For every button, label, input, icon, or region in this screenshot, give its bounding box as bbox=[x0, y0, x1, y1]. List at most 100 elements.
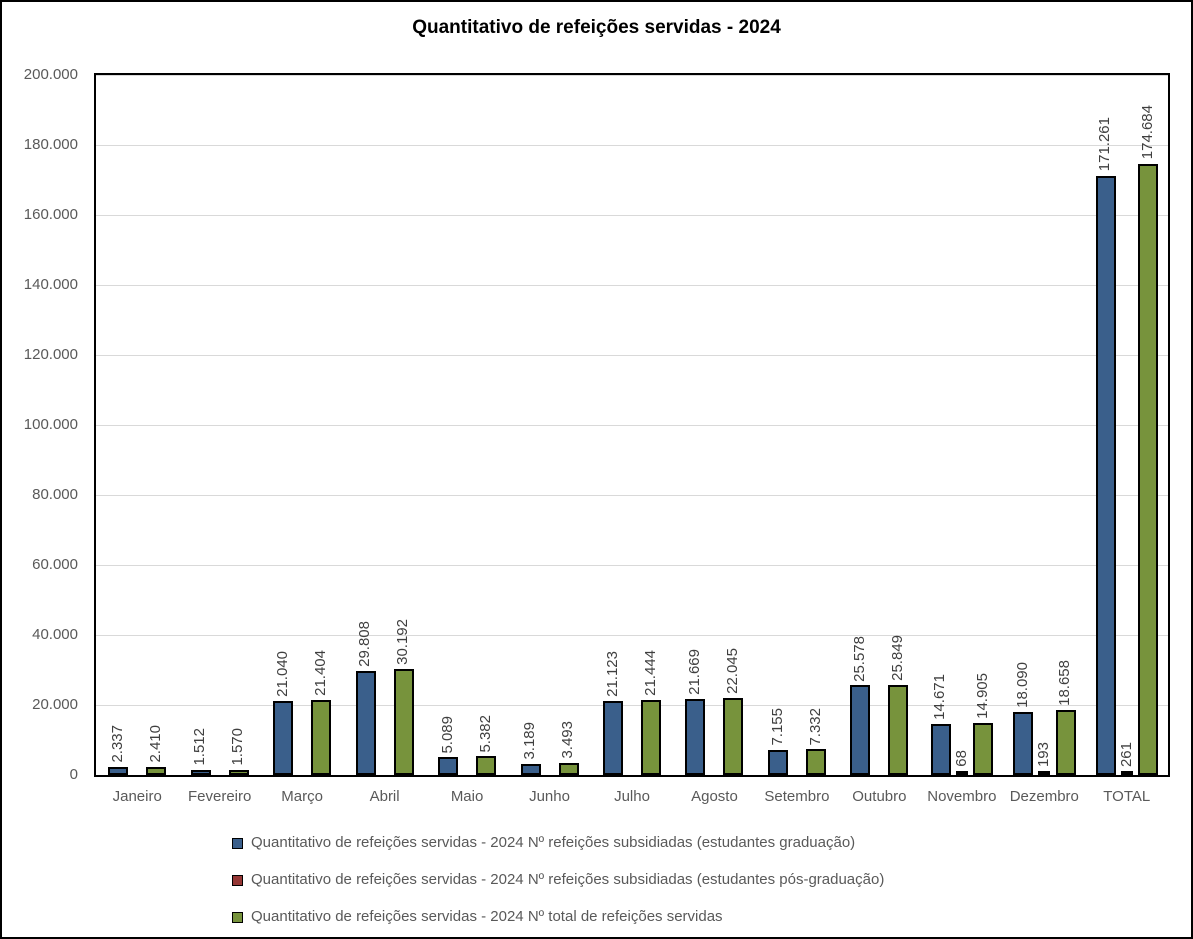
gridline bbox=[96, 635, 1168, 636]
bar-wrap: 1.512 bbox=[190, 728, 211, 775]
bar-wrap: 3.189 bbox=[520, 722, 541, 775]
bar-wrap: 3.493 bbox=[558, 721, 579, 775]
bar-value-label: 5.382 bbox=[476, 714, 494, 753]
legend-swatch-total-icon bbox=[232, 911, 243, 923]
bar-wrap: 2.337 bbox=[108, 725, 129, 775]
bar-wrap: 18.090 bbox=[1013, 662, 1034, 775]
bar-graduacao-outubro bbox=[850, 685, 871, 775]
y-axis-labels: 0 20.000 40.000 60.000 80.000 100.000 120.000 1… bbox=[2, 66, 84, 783]
legend-item-graduacao: Quantitativo de refeições servidas - 202… bbox=[232, 833, 884, 853]
bar-total-julho bbox=[640, 699, 661, 775]
x-axis-label: Abril bbox=[369, 788, 400, 805]
bar-wrap: 22.045 bbox=[723, 648, 744, 775]
bar-value-label: 2.337 bbox=[108, 725, 126, 763]
legend-label-graduacao: Quantitativo de refeições servidas - 202… bbox=[251, 834, 856, 851]
bar-value-label: 193 bbox=[1035, 741, 1053, 767]
bar-total-abril bbox=[393, 669, 414, 775]
gridline bbox=[96, 425, 1168, 426]
bar-wrap: 18.658 bbox=[1055, 659, 1076, 775]
gridline bbox=[96, 215, 1168, 216]
legend-item-total: Quantitativo de refeições servidas - 202… bbox=[232, 907, 884, 927]
bar-wrap: 30.192 bbox=[393, 619, 414, 775]
bar-total-março bbox=[311, 700, 332, 775]
bar-wrap: 21.669 bbox=[685, 649, 706, 775]
chart-title: Quantitativo de refeições servidas - 202… bbox=[412, 17, 781, 38]
bar-wrap: 68 bbox=[952, 750, 971, 775]
bar-graduacao-agosto bbox=[685, 699, 706, 775]
y-tick-label: 0 bbox=[69, 766, 78, 783]
bar-wrap: 14.671 bbox=[930, 673, 951, 775]
bar-wrap: 2.410 bbox=[146, 725, 167, 775]
bar-graduacao-dezembro bbox=[1013, 711, 1034, 775]
bar-total-novembro bbox=[973, 722, 994, 775]
bar-value-label: 3.189 bbox=[521, 722, 539, 760]
y-tick-label: 140.000 bbox=[23, 276, 78, 293]
gridline bbox=[96, 495, 1168, 496]
bar-wrap: 193 bbox=[1035, 741, 1053, 775]
bar-pos-graduacao-novembro bbox=[955, 771, 968, 775]
bar-total-fevereiro bbox=[228, 769, 249, 775]
x-axis-label: Agosto bbox=[691, 788, 738, 805]
bar-value-label: 21.123 bbox=[603, 651, 621, 698]
legend: Quantitativo de refeições servidas - 202… bbox=[232, 833, 884, 927]
bar-group-total: 171.261 261 174.684 bbox=[1086, 75, 1168, 775]
bar-value-label: 18.658 bbox=[1056, 659, 1074, 706]
x-axis-label: Fevereiro bbox=[188, 788, 252, 805]
legend-label-total: Quantitativo de refeições servidas - 202… bbox=[251, 908, 723, 925]
bar-value-label: 25.849 bbox=[889, 634, 907, 681]
bar-value-label: 25.578 bbox=[851, 635, 869, 682]
bar-group-junho: 3.189 3.493 bbox=[508, 75, 590, 775]
bar-group-maio: 5.089 5.382 bbox=[426, 75, 508, 775]
bar-wrap: 261 bbox=[1118, 742, 1136, 775]
bar-group-novembro: 14.671 68 14.905 bbox=[921, 75, 1003, 775]
x-axis-label: Janeiro bbox=[112, 788, 162, 805]
legend-label-pos-graduacao: Quantitativo de refeições servidas - 202… bbox=[251, 871, 885, 888]
bar-total-agosto bbox=[723, 697, 744, 775]
gridline bbox=[96, 285, 1168, 286]
bar-group-dezembro: 18.090 193 18.658 bbox=[1003, 75, 1085, 775]
bar-wrap: 14.905 bbox=[973, 672, 994, 775]
x-axis-label: Maio bbox=[450, 788, 484, 805]
bar-graduacao-setembro bbox=[767, 749, 788, 775]
bar-pos-graduacao-total bbox=[1120, 771, 1133, 775]
bar-value-label: 29.808 bbox=[356, 620, 374, 667]
bar-group-julho: 21.123 21.444 bbox=[591, 75, 673, 775]
bar-value-label: 14.905 bbox=[973, 672, 991, 719]
y-tick-label: 100.000 bbox=[23, 416, 78, 433]
bar-group-outubro: 25.578 25.849 bbox=[838, 75, 920, 775]
bar-graduacao-fevereiro bbox=[190, 769, 211, 775]
bar-wrap: 21.123 bbox=[602, 651, 623, 775]
bar-total-total bbox=[1138, 163, 1158, 775]
bar-graduacao-julho bbox=[602, 701, 623, 775]
y-tick-label: 200.000 bbox=[23, 66, 78, 83]
bar-wrap: 7.155 bbox=[767, 708, 788, 775]
bar-group-janeiro: 2.337 2.410 bbox=[96, 75, 178, 775]
x-axis-label: Novembro bbox=[927, 788, 997, 805]
bar-value-label: 14.671 bbox=[931, 673, 949, 720]
bar-total-setembro bbox=[805, 749, 826, 775]
bar-group-setembro: 7.155 7.332 bbox=[756, 75, 838, 775]
x-axis-label: TOTAL bbox=[1103, 788, 1151, 805]
bar-value-label: 1.512 bbox=[191, 728, 209, 766]
bar-value-label: 21.669 bbox=[686, 649, 704, 696]
gridline bbox=[96, 75, 1168, 76]
bar-graduacao-total bbox=[1095, 175, 1116, 775]
bar-value-label: 30.192 bbox=[394, 619, 412, 666]
legend-item-pos-graduacao: Quantitativo de refeições servidas - 202… bbox=[232, 870, 884, 890]
bar-value-label: 3.493 bbox=[559, 721, 577, 759]
bar-group-março: 21.040 21.404 bbox=[261, 75, 343, 775]
bar-wrap: 21.040 bbox=[273, 651, 294, 775]
y-tick-label: 80.000 bbox=[32, 486, 78, 503]
x-axis-label: Junho bbox=[529, 788, 570, 805]
y-tick-label: 60.000 bbox=[32, 556, 78, 573]
legend-swatch-graduacao-icon bbox=[232, 837, 243, 849]
bar-wrap: 1.570 bbox=[228, 728, 249, 775]
bar-wrap: 7.332 bbox=[805, 708, 826, 775]
bar-wrap: 174.684 bbox=[1138, 105, 1158, 775]
bar-pos-graduacao-dezembro bbox=[1038, 771, 1051, 775]
x-axis-label: Dezembro bbox=[1009, 788, 1079, 805]
bar-graduacao-junho bbox=[520, 763, 541, 775]
y-tick-label: 120.000 bbox=[23, 346, 78, 363]
gridline bbox=[96, 145, 1168, 146]
bar-value-label: 68 bbox=[952, 750, 970, 767]
